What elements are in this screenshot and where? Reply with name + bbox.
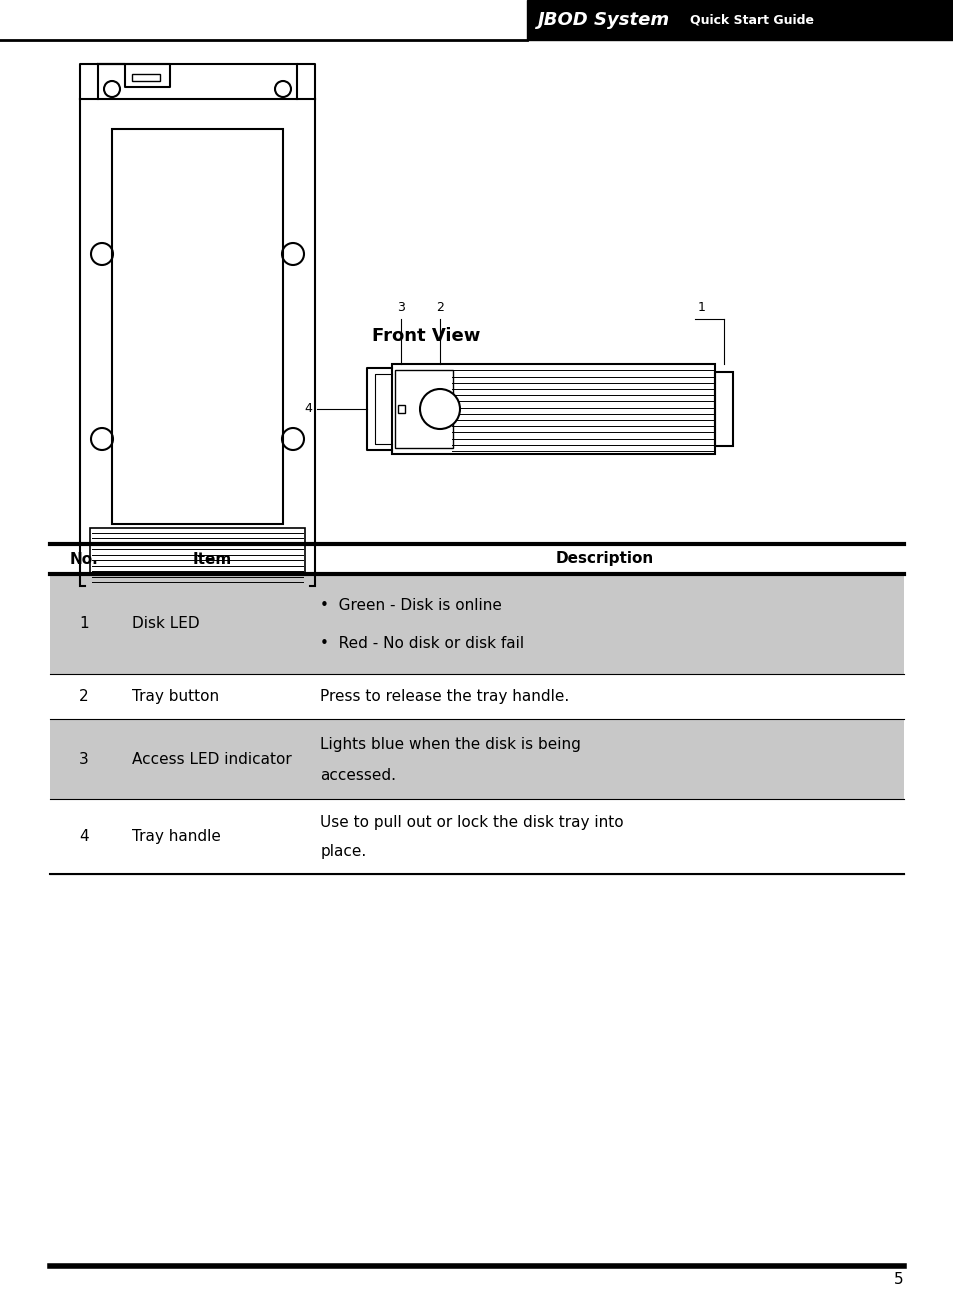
Text: 4: 4 [79,829,89,844]
Bar [90,528,305,586]
Text: Item: Item [193,551,232,567]
Text: Access LED indicator: Access LED indicator [132,752,292,766]
Bar [397,405,405,413]
Bar [395,370,453,448]
Bar [50,575,903,674]
Bar [278,624,307,641]
Text: No.: No. [70,551,98,567]
Text: 4: 4 [304,402,312,415]
Bar [526,0,953,40]
Text: Tray handle: Tray handle [132,829,221,844]
Text: Description: Description [556,551,654,567]
Bar [392,364,714,454]
Text: JBOD System: JBOD System [537,12,669,28]
Text: 2: 2 [79,688,89,704]
Text: 5: 5 [893,1272,903,1288]
Text: Tray button: Tray button [132,688,219,704]
Text: Press to release the tray handle.: Press to release the tray handle. [320,688,569,704]
Text: accessed.: accessed. [320,767,395,783]
Text: Front View: Front View [372,327,480,345]
Text: 1: 1 [698,302,705,314]
Circle shape [419,389,459,430]
Bar [112,129,283,524]
Text: •  Green - Disk is online: • Green - Disk is online [320,599,501,613]
Bar [88,624,116,641]
Bar [132,74,160,82]
Text: Disk LED: Disk LED [132,616,200,631]
Bar [268,586,310,624]
Text: Quick Start Guide: Quick Start Guide [689,13,813,26]
Text: Use to pull out or lock the disk tray into: Use to pull out or lock the disk tray in… [320,815,623,831]
Text: place.: place. [320,844,366,859]
Text: 3: 3 [396,302,404,314]
Bar [50,719,903,798]
Bar [714,371,732,446]
Bar [85,586,127,624]
Text: 1: 1 [79,616,89,631]
Text: 3: 3 [79,752,89,766]
Text: 2: 2 [436,302,443,314]
Text: Lights blue when the disk is being: Lights blue when the disk is being [320,738,580,752]
Text: •  Red - No disk or disk fail: • Red - No disk or disk fail [320,637,524,651]
